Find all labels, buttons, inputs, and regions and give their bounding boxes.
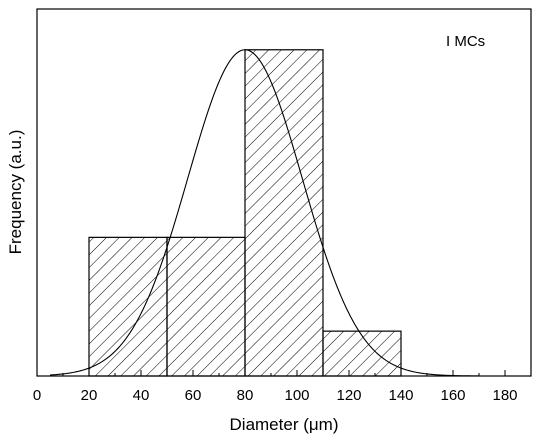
x-tick-label-160: 160: [440, 387, 465, 404]
x-tick-label-60: 60: [185, 387, 202, 404]
histogram-bars: [88, 49, 402, 377]
x-tick-label-80: 80: [237, 387, 254, 404]
x-tick-label-40: 40: [133, 387, 150, 404]
x-axis-ticks: 0 20 40 60 80 100 120 140 160 180: [33, 370, 532, 404]
histogram-bar-50-80: [166, 236, 246, 377]
x-tick-label-100: 100: [284, 387, 309, 404]
x-tick-label-0: 0: [33, 387, 41, 404]
x-tick-label-180: 180: [492, 387, 517, 404]
x-tick-label-20: 20: [81, 387, 98, 404]
histogram-bar-110-140: [322, 330, 402, 377]
histogram-bar-20-50: [88, 236, 168, 377]
histogram-bar-80-110: [244, 49, 324, 377]
gaussian-fit-curve: [49, 49, 479, 377]
x-tick-label-120: 120: [336, 387, 361, 404]
x-tick-label-140: 140: [388, 387, 413, 404]
x-axis-label: Diameter (μm): [230, 415, 339, 434]
annotation-label: I MCs: [446, 33, 485, 50]
y-axis-label: Frequency (a.u.): [6, 130, 25, 255]
